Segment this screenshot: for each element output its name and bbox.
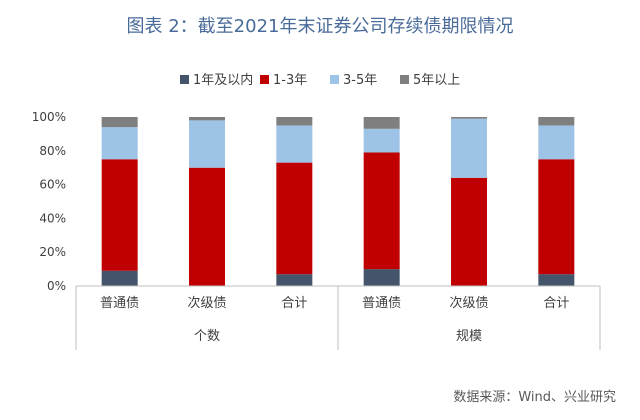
bar-segment	[538, 117, 575, 126]
bar-segment	[276, 274, 313, 286]
bar-segment	[101, 270, 138, 286]
bar-segment	[451, 177, 487, 286]
bar-segment	[276, 125, 313, 163]
bar-segment	[363, 128, 400, 153]
x-group-label: 个数	[194, 329, 220, 344]
y-tick-label: 100%	[32, 110, 66, 124]
bar-segment	[451, 117, 487, 119]
bar-segment	[189, 120, 225, 168]
legend-label: 5年以上	[413, 73, 460, 88]
x-category-label: 次级债	[187, 295, 226, 311]
y-tick-label: 0%	[47, 279, 66, 293]
bar-segment	[101, 159, 138, 271]
x-category-label: 合计	[543, 296, 569, 311]
chart-title: 图表 2：截至2021年末证券公司存续债期限情况	[126, 16, 514, 37]
bar-segment	[189, 117, 225, 121]
bar-segment	[101, 127, 138, 160]
legend-swatch	[180, 75, 189, 84]
legend-label: 1年及以内	[193, 72, 253, 88]
x-category-label: 普通债	[362, 296, 401, 311]
bar-segment	[538, 125, 575, 160]
legend-swatch	[400, 75, 409, 84]
x-category-label: 合计	[281, 296, 307, 311]
bar-segment	[276, 117, 313, 126]
legend-swatch	[330, 75, 339, 84]
x-category-label: 普通债	[100, 296, 139, 311]
bar-segment	[101, 117, 138, 128]
legend-swatch	[260, 75, 269, 84]
bar-segment	[363, 117, 400, 129]
y-tick-label: 40%	[39, 211, 66, 225]
y-tick-label: 80%	[39, 144, 66, 158]
source-note: 数据来源：Wind、兴业研究	[453, 390, 616, 405]
legend-label: 1-3年	[273, 73, 307, 88]
bars	[101, 117, 575, 286]
bar-segment	[538, 274, 575, 286]
legend: 1年及以内 1-3年 3-5年 5年以上	[180, 72, 460, 88]
bar-segment	[451, 118, 487, 178]
bar-segment	[538, 159, 575, 275]
bar-segment	[189, 167, 225, 286]
bar-segment	[363, 269, 400, 286]
bar-segment	[363, 152, 400, 270]
x-group-label: 规模	[456, 329, 482, 344]
y-tick-label: 60%	[39, 178, 66, 192]
y-tick-label: 20%	[39, 245, 66, 259]
x-category-label: 次级债	[449, 295, 488, 311]
legend-label: 3-5年	[343, 73, 377, 88]
bar-segment	[276, 162, 313, 275]
y-axis: 0% 20% 40% 60% 80% 100%	[32, 110, 66, 293]
